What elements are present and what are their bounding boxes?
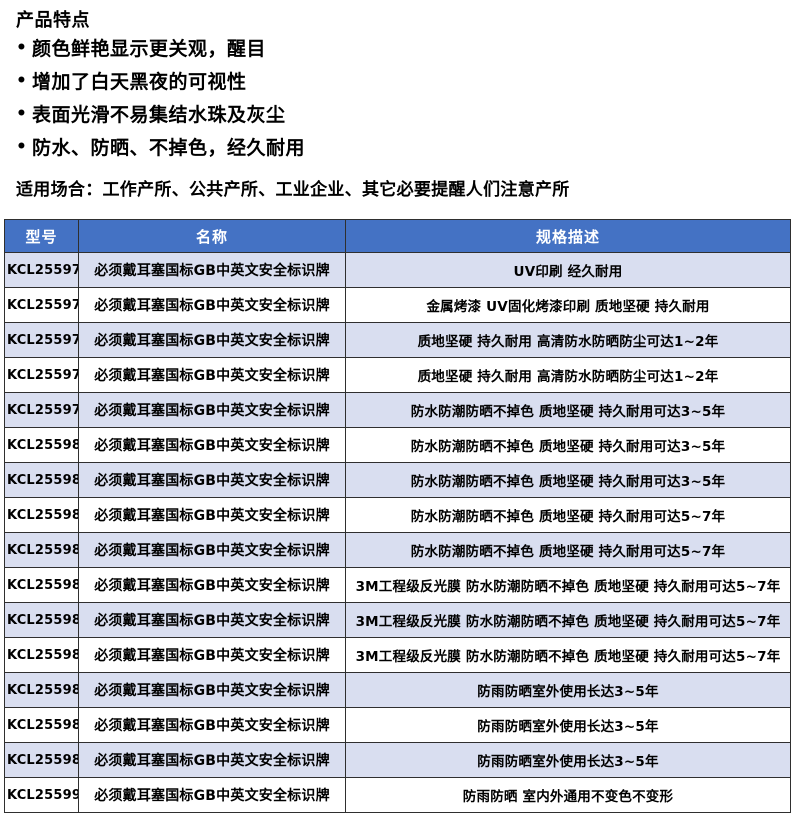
cell-spec: 质地坚硬 持久耐用 高清防水防晒防尘可达1~2年 <box>345 357 791 393</box>
cell-name: 必须戴耳塞国标GB中英文安全标识牌 <box>78 672 346 708</box>
cell-spec: 防水防潮防晒不掉色 质地坚硬 持久耐用可达5~7年 <box>345 497 791 533</box>
cell-model: KCL255976 <box>4 287 79 323</box>
table-row: KCL255977必须戴耳塞国标GB中英文安全标识牌质地坚硬 持久耐用 高清防水… <box>4 322 791 358</box>
product-features-section: 产品特点 • 颜色鲜艳显示更关观，醒目 • 增加了白天黑夜的可视性 • 表面光滑不易集结水… <box>0 0 800 158</box>
cell-spec: 防雨防晒室外使用长达3~5年 <box>345 707 791 743</box>
cell-spec: UV印刷 经久耐用 <box>345 252 791 288</box>
cell-model: KCL255985 <box>4 602 79 638</box>
cell-spec: 质地坚硬 持久耐用 高清防水防晒防尘可达1~2年 <box>345 322 791 358</box>
cell-name: 必须戴耳塞国标GB中英文安全标识牌 <box>78 497 346 533</box>
page-title: 产品特点 <box>16 10 90 31</box>
cell-name: 必须戴耳塞国标GB中英文安全标识牌 <box>78 777 346 813</box>
cell-model: KCL255989 <box>4 742 79 778</box>
column-header-spec: 规格描述 <box>345 219 791 253</box>
feature-item: • 表面光滑不易集结水珠及灰尘 <box>16 106 800 125</box>
spec-table: 型号 名称 规格描述 KCL255975必须戴耳塞国标GB中英文安全标识牌UV印… <box>4 219 791 813</box>
cell-model: KCL255988 <box>4 707 79 743</box>
cell-name: 必须戴耳塞国标GB中英文安全标识牌 <box>78 532 346 568</box>
cell-spec: 防水防潮防晒不掉色 质地坚硬 持久耐用可达3~5年 <box>345 462 791 498</box>
table-row: KCL255988必须戴耳塞国标GB中英文安全标识牌防雨防晒室外使用长达3~5年 <box>4 707 791 743</box>
table-row: KCL255989必须戴耳塞国标GB中英文安全标识牌防雨防晒室外使用长达3~5年 <box>4 742 791 778</box>
table-row: KCL255986必须戴耳塞国标GB中英文安全标识牌3M工程级反光膜 防水防潮防… <box>4 637 791 673</box>
table-row: KCL255978必须戴耳塞国标GB中英文安全标识牌质地坚硬 持久耐用 高清防水… <box>4 357 791 393</box>
cell-spec: 防水防潮防晒不掉色 质地坚硬 持久耐用可达5~7年 <box>345 532 791 568</box>
table-row: KCL255991必须戴耳塞国标GB中英文安全标识牌防雨防晒 室内外通用不变色不… <box>4 777 791 813</box>
feature-list: • 颜色鲜艳显示更关观，醒目 • 增加了白天黑夜的可视性 • 表面光滑不易集结水珠及灰尘 •… <box>16 40 800 158</box>
bullet-icon: • <box>16 71 28 91</box>
feature-item-label: 增加了白天黑夜的可视性 <box>32 71 247 93</box>
spec-table-body: KCL255975必须戴耳塞国标GB中英文安全标识牌UV印刷 经久耐用KCL25… <box>4 252 791 813</box>
table-row: KCL255975必须戴耳塞国标GB中英文安全标识牌UV印刷 经久耐用 <box>4 252 791 288</box>
cell-name: 必须戴耳塞国标GB中英文安全标识牌 <box>78 567 346 603</box>
cell-name: 必须戴耳塞国标GB中英文安全标识牌 <box>78 602 346 638</box>
table-row: KCL255981必须戴耳塞国标GB中英文安全标识牌防水防潮防晒不掉色 质地坚硬… <box>4 462 791 498</box>
feature-item: • 颜色鲜艳显示更关观，醒目 <box>16 40 800 59</box>
cell-model: KCL255987 <box>4 672 79 708</box>
cell-name: 必须戴耳塞国标GB中英文安全标识牌 <box>78 742 346 778</box>
cell-spec: 防水防潮防晒不掉色 质地坚硬 持久耐用可达3~5年 <box>345 427 791 463</box>
cell-name: 必须戴耳塞国标GB中英文安全标识牌 <box>78 287 346 323</box>
table-row: KCL255980必须戴耳塞国标GB中英文安全标识牌防水防潮防晒不掉色 质地坚硬… <box>4 427 791 463</box>
cell-name: 必须戴耳塞国标GB中英文安全标识牌 <box>78 637 346 673</box>
feature-item: • 防水、防晒、不掉色，经久耐用 <box>16 139 800 158</box>
table-row: KCL255976必须戴耳塞国标GB中英文安全标识牌金属烤漆 UV固化烤漆印刷 … <box>4 287 791 323</box>
column-header-model: 型号 <box>4 219 79 253</box>
feature-item-label: 表面光滑不易集结水珠及灰尘 <box>32 104 286 126</box>
cell-name: 必须戴耳塞国标GB中英文安全标识牌 <box>78 252 346 288</box>
cell-model: KCL255975 <box>4 252 79 288</box>
cell-spec: 3M工程级反光膜 防水防潮防晒不掉色 质地坚硬 持久耐用可达5~7年 <box>345 637 791 673</box>
cell-model: KCL255986 <box>4 637 79 673</box>
spec-table-container: 型号 名称 规格描述 KCL255975必须戴耳塞国标GB中英文安全标识牌UV印… <box>4 219 791 813</box>
table-row: KCL255979必须戴耳塞国标GB中英文安全标识牌防水防潮防晒不掉色 质地坚硬… <box>4 392 791 428</box>
cell-model: KCL255979 <box>4 392 79 428</box>
cell-spec: 防水防潮防晒不掉色 质地坚硬 持久耐用可达3~5年 <box>345 392 791 428</box>
cell-model: KCL255978 <box>4 357 79 393</box>
bullet-icon: • <box>16 137 28 157</box>
table-row: KCL255985必须戴耳塞国标GB中英文安全标识牌3M工程级反光膜 防水防潮防… <box>4 602 791 638</box>
cell-name: 必须戴耳塞国标GB中英文安全标识牌 <box>78 462 346 498</box>
table-header-row: 型号 名称 规格描述 <box>4 219 791 253</box>
column-header-name: 名称 <box>78 219 346 253</box>
table-row: KCL255987必须戴耳塞国标GB中英文安全标识牌防雨防晒室外使用长达3~5年 <box>4 672 791 708</box>
cell-name: 必须戴耳塞国标GB中英文安全标识牌 <box>78 427 346 463</box>
table-row: KCL255982必须戴耳塞国标GB中英文安全标识牌防水防潮防晒不掉色 质地坚硬… <box>4 497 791 533</box>
feature-item-label: 颜色鲜艳显示更关观，醒目 <box>32 38 267 60</box>
cell-model: KCL255983 <box>4 532 79 568</box>
cell-name: 必须戴耳塞国标GB中英文安全标识牌 <box>78 707 346 743</box>
cell-spec: 3M工程级反光膜 防水防潮防晒不掉色 质地坚硬 持久耐用可达5~7年 <box>345 567 791 603</box>
cell-name: 必须戴耳塞国标GB中英文安全标识牌 <box>78 392 346 428</box>
cell-spec: 防雨防晒室外使用长达3~5年 <box>345 672 791 708</box>
cell-model: KCL255981 <box>4 462 79 498</box>
cell-model: KCL255982 <box>4 497 79 533</box>
cell-spec: 防雨防晒室外使用长达3~5年 <box>345 742 791 778</box>
bullet-icon: • <box>16 38 28 58</box>
table-row: KCL255984必须戴耳塞国标GB中英文安全标识牌3M工程级反光膜 防水防潮防… <box>4 567 791 603</box>
cell-spec: 金属烤漆 UV固化烤漆印刷 质地坚硬 持久耐用 <box>345 287 791 323</box>
cell-model: KCL255977 <box>4 322 79 358</box>
cell-spec: 3M工程级反光膜 防水防潮防晒不掉色 质地坚硬 持久耐用可达5~7年 <box>345 602 791 638</box>
feature-item-label: 防水、防晒、不掉色，经久耐用 <box>32 137 306 159</box>
feature-item: • 增加了白天黑夜的可视性 <box>16 73 800 92</box>
cell-model: KCL255980 <box>4 427 79 463</box>
cell-model: KCL255991 <box>4 777 79 813</box>
bullet-icon: • <box>16 104 28 124</box>
cell-spec: 防雨防晒 室内外通用不变色不变形 <box>345 777 791 813</box>
applicable-scenarios-text: 适用场合：工作产所、公共产所、工业企业、其它必要提醒人们注意产所 <box>16 180 570 200</box>
cell-model: KCL255984 <box>4 567 79 603</box>
table-row: KCL255983必须戴耳塞国标GB中英文安全标识牌防水防潮防晒不掉色 质地坚硬… <box>4 532 791 568</box>
cell-name: 必须戴耳塞国标GB中英文安全标识牌 <box>78 322 346 358</box>
cell-name: 必须戴耳塞国标GB中英文安全标识牌 <box>78 357 346 393</box>
spec-table-head: 型号 名称 规格描述 <box>4 219 791 253</box>
